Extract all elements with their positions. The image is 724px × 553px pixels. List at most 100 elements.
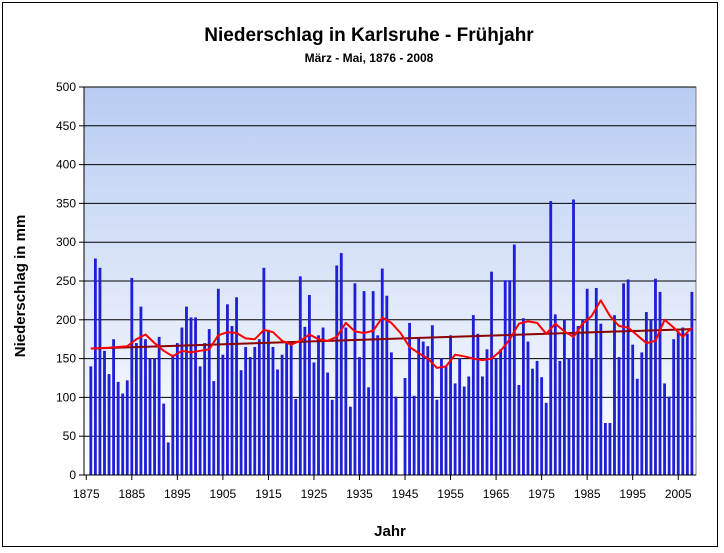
bar-2002 — [663, 383, 666, 475]
bar-2005 — [676, 331, 680, 475]
bar-1965 — [494, 358, 498, 475]
bar-1946 — [408, 322, 411, 475]
bar-1899 — [194, 317, 197, 475]
bar-1959 — [467, 376, 471, 475]
y-tick-label: 400 — [56, 158, 76, 172]
moving-average-line — [90, 299, 693, 369]
bar-1906 — [226, 304, 229, 475]
bar-1924 — [307, 294, 311, 475]
x-axis-label: Jahr — [374, 523, 406, 540]
bar-1988 — [599, 323, 603, 475]
chart-subtitle: März - Mai, 1876 - 2008 — [305, 51, 434, 65]
bar-1979 — [558, 360, 562, 475]
bar-2001 — [658, 291, 662, 475]
bar-1905 — [221, 354, 225, 475]
bar-1921 — [294, 398, 298, 475]
bar-1883 — [121, 393, 125, 475]
bar-1972 — [526, 341, 530, 475]
precipitation-chart: Niederschlag in Karlsruhe - Frühjahr Mär… — [12, 25, 697, 540]
bar-1919 — [285, 343, 289, 475]
bar-1888 — [144, 339, 147, 475]
bar-1930 — [335, 265, 339, 475]
bar-1897 — [185, 306, 188, 475]
bar-1997 — [640, 352, 644, 475]
bar-1970 — [517, 384, 521, 475]
bar-1966 — [499, 349, 503, 475]
bar-1985 — [585, 288, 589, 475]
bar-1903 — [212, 381, 216, 475]
y-axis-label: Niederschlag in mm — [12, 215, 29, 358]
bar-1977 — [549, 201, 553, 475]
x-tick-label: 1875 — [73, 487, 100, 501]
bar-1981 — [567, 358, 571, 475]
bar-1900 — [198, 366, 202, 475]
bar-1914 — [262, 267, 266, 475]
bar-1973 — [531, 368, 534, 475]
bar-2006 — [681, 327, 685, 475]
bar-1902 — [207, 329, 211, 475]
bar-1986 — [590, 358, 594, 475]
x-tick-label: 1885 — [118, 487, 145, 501]
bar-2003 — [667, 396, 671, 475]
bar-1893 — [166, 442, 170, 475]
y-tick-label: 450 — [56, 119, 76, 133]
bar-1978 — [553, 314, 557, 475]
bar-1951 — [430, 325, 434, 475]
bar-1996 — [635, 378, 639, 475]
bar-1920 — [289, 343, 293, 475]
x-tick-label: 1985 — [574, 487, 601, 501]
bar-1918 — [280, 354, 284, 475]
bar-1942 — [389, 352, 393, 475]
x-tick-label: 1925 — [301, 487, 328, 501]
x-tick-label: 1955 — [437, 487, 464, 501]
bar-1939 — [376, 335, 380, 475]
bar-1991 — [613, 315, 616, 475]
bar-1999 — [649, 319, 653, 475]
bar-1948 — [417, 338, 421, 475]
bar-1947 — [412, 395, 416, 475]
bar-1880 — [107, 374, 111, 475]
bar-1984 — [581, 319, 585, 475]
bar-1998 — [644, 312, 648, 475]
bar-1958 — [462, 386, 466, 475]
bar-1967 — [503, 280, 507, 475]
bar-1936 — [362, 291, 366, 475]
bar-1950 — [426, 346, 430, 475]
bar-1943 — [394, 396, 398, 475]
bar-1889 — [148, 358, 152, 475]
bar-1954 — [444, 366, 448, 475]
bar-1912 — [253, 346, 257, 475]
x-tick-label: 2005 — [665, 487, 692, 501]
bar-1953 — [440, 358, 443, 475]
bar-1962 — [481, 376, 484, 475]
chart-frame: Niederschlag in Karlsruhe - Frühjahr Mär… — [2, 2, 718, 547]
bar-1993 — [622, 283, 626, 475]
bar-1989 — [603, 423, 607, 475]
x-axis-ticks: 1875 1885 1895 1905 1915 1925 1935 1945 1955 1965… — [73, 475, 692, 501]
bar-1990 — [608, 423, 612, 475]
x-tick-label: 1975 — [528, 487, 555, 501]
x-tick-label: 1945 — [392, 487, 419, 501]
y-tick-label: 200 — [56, 313, 76, 327]
bar-1975 — [540, 377, 544, 475]
bar-1884 — [125, 380, 129, 475]
bar-1881 — [112, 339, 116, 475]
y-tick-label: 350 — [56, 196, 76, 210]
bar-1994 — [626, 279, 630, 475]
bar-1963 — [485, 349, 489, 475]
x-tick-label: 1965 — [483, 487, 510, 501]
bar-1917 — [276, 369, 279, 475]
bar-1895 — [175, 343, 179, 475]
x-tick-label: 1895 — [164, 487, 191, 501]
bar-1882 — [116, 381, 120, 475]
trend-line — [90, 328, 692, 350]
y-axis-ticks: 0 50 100 150 200 250 300 350 400 450 500 — [56, 80, 84, 482]
bar-1904 — [216, 288, 220, 475]
bar-1901 — [203, 343, 207, 475]
bar-1911 — [248, 357, 252, 475]
bar-1987 — [594, 287, 598, 475]
bar-1877 — [93, 258, 97, 475]
bar-1932 — [344, 327, 348, 475]
bar-1976 — [544, 402, 548, 475]
y-tick-label: 150 — [56, 352, 76, 366]
